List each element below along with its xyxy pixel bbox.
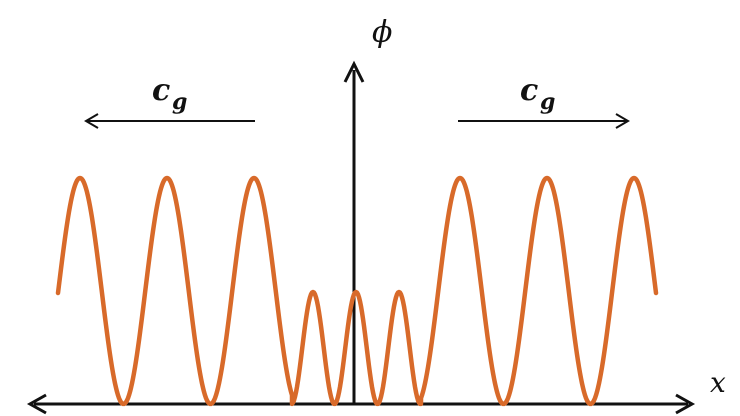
phi-axis bbox=[343, 60, 365, 404]
cg-right-main: c bbox=[520, 73, 538, 108]
cg-left-main: c bbox=[152, 73, 170, 108]
wave-curve bbox=[55, 175, 659, 407]
phi-label: ϕ bbox=[372, 15, 392, 50]
cg-label-left: c g bbox=[152, 73, 187, 115]
arrow-left-icon bbox=[84, 113, 255, 129]
cg-right-sub: g bbox=[540, 89, 555, 115]
cg-left-sub: g bbox=[172, 89, 187, 115]
cg-label-right: c g bbox=[520, 73, 555, 115]
x-label: x bbox=[710, 366, 726, 399]
arrow-right-icon bbox=[458, 113, 630, 129]
x-axis bbox=[26, 393, 696, 415]
